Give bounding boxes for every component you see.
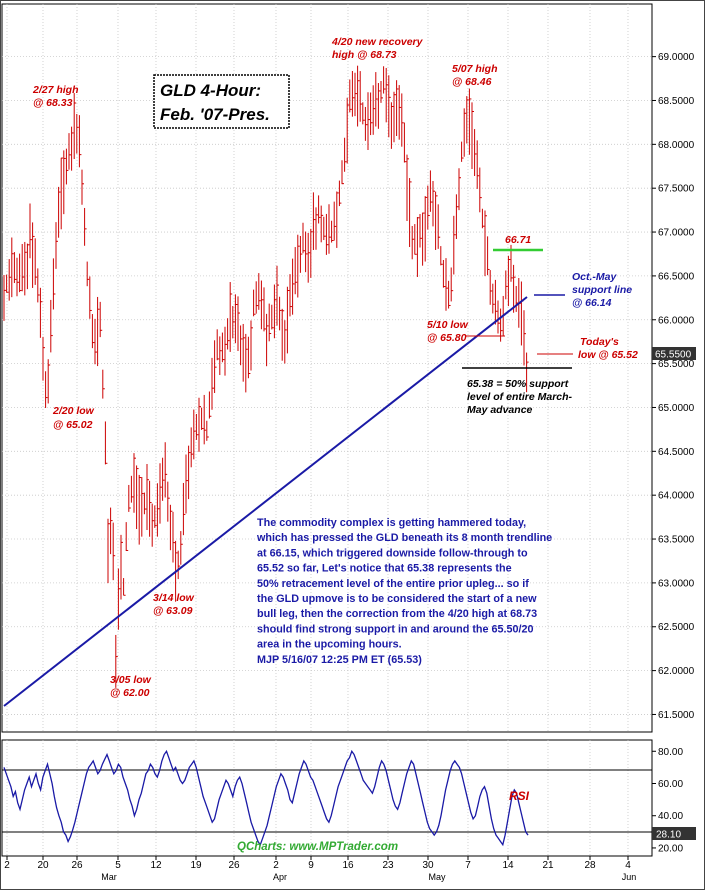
x-tick-label: 26 [228, 860, 240, 871]
x-tick-label: 26 [71, 860, 83, 871]
price-y-tick-label: 68.0000 [658, 140, 695, 151]
x-tick-label: 7 [465, 860, 471, 871]
annotation-today-l2: low @ 65.52 [578, 349, 638, 361]
x-month-label: Mar [101, 872, 117, 882]
price-y-tick-label: 64.5000 [658, 447, 695, 458]
rsi-y-tick-label: 80.00 [658, 747, 683, 758]
x-tick-label: 19 [190, 860, 202, 871]
x-tick-label: 2 [4, 860, 10, 871]
last-price-label: 65.5500 [655, 350, 692, 361]
x-tick-label: 4 [625, 860, 631, 871]
annotation-6671: 66.71 [505, 234, 531, 246]
price-y-tick-label: 63.0000 [658, 578, 695, 589]
annotation-6538-l2: level of entire March- [467, 391, 573, 403]
annotation-0510-l2: @ 65.80 [427, 332, 467, 344]
x-axis: 2 20 26 5 12 19 26 2 9 16 23 30 7 14 21 28 4 Mar Apr May Jun [4, 856, 636, 882]
trendline [3, 296, 528, 707]
rsi-value-tag [652, 827, 696, 840]
rsi-plot-area [1, 739, 653, 857]
annotation-0227-l1: 2/27 high [32, 84, 79, 96]
x-tick-label: 14 [502, 860, 514, 871]
annotation-0420-l1: 4/20 new recovery [331, 36, 424, 48]
x-tick-label: 20 [37, 860, 49, 871]
commentary-block: The commodity complex is getting hammere… [256, 517, 552, 666]
x-month-label: May [428, 872, 446, 882]
price-y-tick-label: 66.0000 [658, 315, 695, 326]
annotation-0507-l1: 5/07 high [452, 63, 498, 75]
annotation-0314-l2: @ 63.09 [153, 605, 193, 617]
price-y-tick-label: 67.0000 [658, 228, 695, 239]
annotation-0227-l2: @ 68.33 [33, 97, 73, 109]
annotation-0510-l1: 5/10 low [427, 319, 469, 331]
commentary-line: at 66.15, which triggered downside follo… [257, 547, 528, 559]
annotation-0420-l2: high @ 68.73 [332, 49, 397, 61]
x-tick-label: 23 [382, 860, 394, 871]
price-y-tick-label: 62.5000 [658, 622, 695, 633]
x-tick-label: 21 [542, 860, 554, 871]
price-y-tick-label: 61.5000 [658, 710, 695, 721]
last-price-tag [652, 347, 696, 360]
annotation-today-l1: Today's [580, 336, 619, 348]
annotation-6538-l1: 65.38 = 50% support [467, 378, 569, 390]
rsi-y-tick-label: 40.00 [658, 811, 683, 822]
price-y-tick-label: 64.0000 [658, 491, 695, 502]
rsi-label: RSI [509, 789, 530, 803]
x-tick-label: 12 [150, 860, 162, 871]
commentary-line: the GLD upmove is to be considered the s… [257, 593, 537, 605]
annotation-support-l1: Oct.-May [572, 271, 618, 283]
price-y-tick-label: 62.0000 [658, 666, 695, 677]
rsi-y-axis: 80.00 60.00 40.00 20.00 [652, 747, 683, 854]
commentary-line: 65.52 so far, Let's notice that 65.38 re… [257, 563, 512, 575]
commentary-line: which has pressed the GLD beneath its 8 … [256, 532, 552, 544]
price-bars [3, 65, 529, 688]
x-month-label: Jun [622, 872, 637, 882]
annotation-0314-l1: 3/14 low [153, 592, 195, 604]
commentary-line: should find strong support in and around… [257, 623, 534, 635]
annotation-0220-l1: 2/20 low [52, 405, 95, 417]
annotation-6538-l3: May advance [467, 404, 533, 416]
price-y-tick-label: 68.5000 [658, 96, 695, 107]
x-tick-label: 9 [308, 860, 314, 871]
x-tick-label: 16 [342, 860, 354, 871]
x-tick-label: 5 [115, 860, 121, 871]
commentary-line: The commodity complex is getting hammere… [257, 517, 526, 529]
price-y-tick-label: 63.5000 [658, 535, 695, 546]
rsi-value-label: 28.10 [656, 830, 681, 841]
commentary-line: area in the upcoming hours. [257, 639, 402, 651]
annotation-0305-l2: @ 62.00 [110, 687, 150, 699]
price-y-tick-label: 66.5000 [658, 271, 695, 282]
x-tick-label: 30 [422, 860, 434, 871]
title-line-1: GLD 4-Hour: [160, 81, 261, 100]
x-tick-label: 28 [584, 860, 596, 871]
annotation-0507-l2: @ 68.46 [452, 76, 492, 88]
x-tick-label: 2 [273, 860, 279, 871]
rsi-y-tick-label: 20.00 [658, 843, 683, 854]
annotation-0305-l1: 3/05 low [110, 674, 152, 686]
credit-text: QCharts: www.MPTrader.com [237, 841, 398, 853]
annotation-support-l2: support line [572, 284, 632, 296]
price-y-tick-label: 65.0000 [658, 403, 695, 414]
annotation-support-l3: @ 66.14 [572, 297, 612, 309]
rsi-series-line [3, 749, 529, 847]
commentary-line: bull leg, then the correction from the 4… [257, 608, 537, 620]
rsi-gridlines [6, 740, 629, 856]
commentary-line: 50% retracement level of the entire prio… [257, 578, 529, 590]
title-line-2: Feb. '07-Pres. [160, 105, 270, 124]
x-month-label: Apr [273, 872, 287, 882]
title-box [153, 74, 290, 129]
price-y-tick-label: 67.5000 [658, 184, 695, 195]
price-y-axis: 69.0000 68.5000 68.0000 67.5000 67.0000 66.50… [652, 52, 695, 721]
price-y-tick-label: 65.5000 [658, 359, 695, 370]
annotation-0220-l2: @ 65.02 [53, 419, 93, 431]
rsi-y-tick-label: 60.00 [658, 779, 683, 790]
commentary-line: MJP 5/16/07 12:25 PM ET (65.53) [257, 654, 422, 666]
price-y-tick-label: 69.0000 [658, 52, 695, 63]
